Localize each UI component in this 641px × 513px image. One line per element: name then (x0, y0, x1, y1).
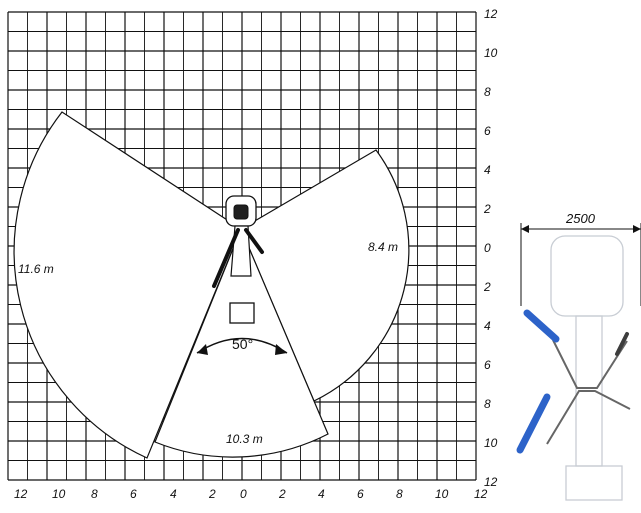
x-tick: 8 (396, 487, 403, 501)
left-machine-seat (233, 204, 249, 220)
right-working-sector (240, 149, 410, 402)
x-axis-ticks: 12 10 8 6 4 2 0 2 4 6 8 10 12 (14, 487, 488, 501)
y-tick: 4 (484, 163, 491, 177)
x-tick: 12 (14, 487, 28, 501)
right-reach-label: 8.4 m (368, 240, 398, 254)
left-working-sector (13, 111, 242, 459)
y-axis-ticks: 12 10 8 6 4 2 0 2 4 6 8 10 12 (483, 7, 498, 489)
x-tick: 4 (170, 487, 177, 501)
y-tick: 4 (484, 319, 491, 333)
y-tick: 2 (483, 202, 491, 216)
x-tick: 0 (240, 487, 247, 501)
left-machine-outriggers (212, 228, 264, 288)
x-tick: 6 (357, 487, 364, 501)
x-tick: 2 (208, 487, 216, 501)
x-tick: 10 (52, 487, 66, 501)
angle-arrow-left (197, 344, 208, 355)
y-tick: 0 (484, 241, 491, 255)
bottom-reach-label: 10.3 m (226, 432, 263, 446)
y-tick: 6 (484, 358, 491, 372)
x-tick: 2 (278, 487, 286, 501)
left-reach-label: 11.6 m (18, 262, 54, 276)
angle-arrow-right (275, 344, 287, 355)
x-tick: 12 (474, 487, 488, 501)
x-tick: 10 (435, 487, 449, 501)
angle-label: 50° (232, 336, 253, 352)
y-tick: 10 (484, 46, 498, 60)
y-tick: 8 (484, 85, 491, 99)
working-areas (13, 111, 410, 459)
y-tick: 2 (483, 280, 491, 294)
right-machine-base (565, 465, 623, 501)
y-tick: 12 (484, 7, 498, 21)
machine-top-view (212, 195, 631, 501)
width-dimension: 2500 (520, 211, 641, 306)
x-tick: 6 (130, 487, 137, 501)
y-tick: 10 (484, 436, 498, 450)
y-tick: 12 (484, 475, 498, 489)
x-tick: 4 (318, 487, 325, 501)
width-dimension-label: 2500 (565, 211, 596, 226)
right-machine-left-lower-outrigger (516, 393, 551, 454)
left-machine-bucket (229, 302, 255, 324)
y-tick: 8 (484, 397, 491, 411)
x-tick: 8 (91, 487, 98, 501)
right-machine-cab (550, 235, 624, 317)
bottom-working-sector (154, 227, 329, 458)
right-machine-frame (546, 339, 631, 445)
right-machine-right-outrigger (615, 332, 629, 356)
right-machine-left-outrigger (523, 309, 560, 343)
y-tick: 6 (484, 124, 491, 138)
